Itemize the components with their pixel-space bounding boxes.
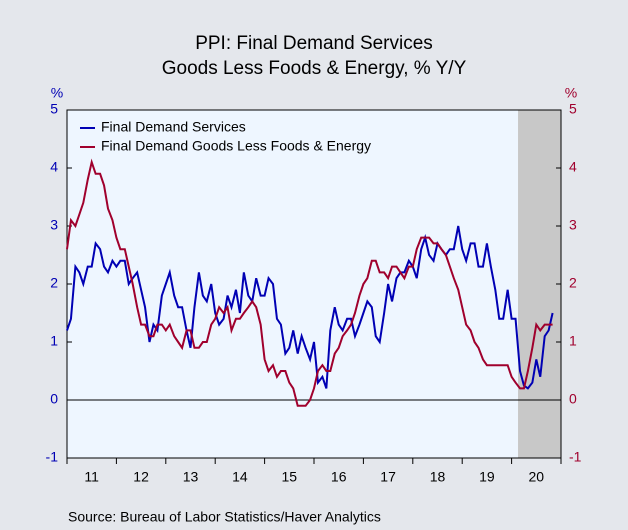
y-tick-label: 1 xyxy=(50,333,58,349)
y-axis-label: % xyxy=(51,85,63,101)
recession-shading xyxy=(518,110,561,458)
x-tick-label: 12 xyxy=(133,469,149,485)
legend-label: Final Demand Goods Less Foods & Energy xyxy=(101,138,371,154)
y-tick-label: 2 xyxy=(50,275,58,291)
legend-label: Final Demand Services xyxy=(101,119,246,135)
y2-tick-label: -1 xyxy=(569,449,582,465)
y2-tick-label: 4 xyxy=(569,159,577,175)
y-tick-label: -1 xyxy=(46,449,59,465)
series-line xyxy=(66,158,553,407)
y2-tick-label: 3 xyxy=(569,217,577,233)
y-tick-label: 0 xyxy=(50,391,58,407)
source: Source: Bureau of Labor Statistics/Haver… xyxy=(68,509,381,525)
y2-tick-label: 2 xyxy=(569,275,577,291)
y2-tick-label: 0 xyxy=(569,391,577,407)
y2-axis-label: % xyxy=(565,85,577,101)
y2-tick-label: 5 xyxy=(569,101,577,117)
chart-title: PPI: Final Demand Services xyxy=(195,33,433,54)
y-tick-label: 4 xyxy=(50,159,58,175)
x-tick-label: 15 xyxy=(282,469,298,485)
x-tick-label: 13 xyxy=(183,469,199,485)
x-tick-label: 19 xyxy=(479,469,495,485)
x-tick-label: 17 xyxy=(380,469,396,485)
x-tick-label: 18 xyxy=(430,469,446,485)
x-tick-label: 16 xyxy=(331,469,347,485)
x-tick-label: 14 xyxy=(232,469,248,485)
x-tick-label: 20 xyxy=(529,469,545,485)
y-tick-label: 5 xyxy=(50,101,58,117)
y-tick-label: 3 xyxy=(50,217,58,233)
x-tick-label: 11 xyxy=(84,469,99,485)
chart-title: Goods Less Foods & Energy, % Y/Y xyxy=(162,58,467,79)
plot-area xyxy=(67,110,561,458)
y2-tick-label: 1 xyxy=(569,333,577,349)
